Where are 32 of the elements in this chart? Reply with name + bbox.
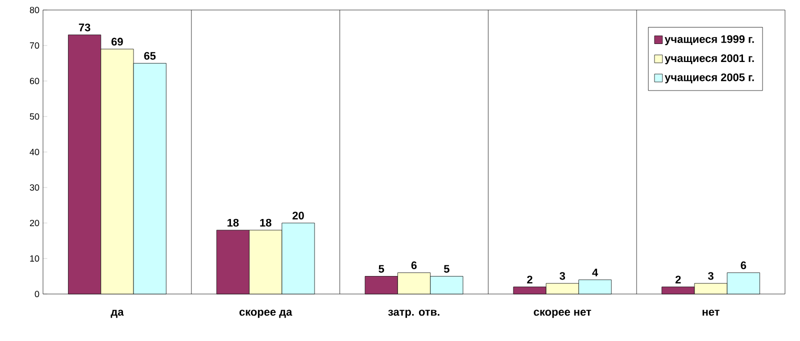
data-label: 4 (592, 268, 598, 276)
data-label: 2 (527, 276, 532, 284)
legend-label: учащиеся 2005 г. (664, 73, 754, 84)
x-tick-label: нет (702, 310, 720, 316)
y-tick-label: 40 (30, 148, 40, 156)
data-label: 3 (708, 272, 714, 280)
data-label: 3 (560, 272, 566, 280)
y-tick-label: 80 (30, 6, 40, 14)
data-label: 5 (444, 265, 450, 273)
x-tick-label: затр. отв. (388, 310, 440, 318)
y-tick-label: 50 (30, 113, 40, 120)
y-tick-label: 30 (30, 184, 40, 191)
data-label: 5 (378, 265, 384, 273)
y-tick-label: 60 (30, 78, 40, 84)
data-label: 2 (675, 276, 681, 284)
x-tick-label: скорее да (239, 310, 292, 318)
legend-label: учащиеся 1999 г. (664, 35, 754, 46)
y-tick-label: 0 (34, 290, 40, 298)
data-label: 69 (112, 38, 123, 46)
x-tick-label: скорее нет (534, 310, 592, 318)
data-label: 65 (144, 52, 156, 60)
data-label: 18 (228, 218, 239, 227)
data-label: 6 (411, 261, 417, 270)
y-tick-label: 10 (30, 255, 40, 262)
y-tick-label: 20 (30, 220, 40, 226)
legend-label: учащиеся 2001 г. (664, 54, 754, 64)
x-tick-label: да (110, 310, 124, 318)
data-label: 18 (260, 218, 272, 227)
data-label: 6 (740, 261, 746, 270)
data-label: 20 (292, 212, 304, 220)
y-tick-label: 70 (30, 42, 40, 49)
data-label: 73 (78, 24, 90, 32)
